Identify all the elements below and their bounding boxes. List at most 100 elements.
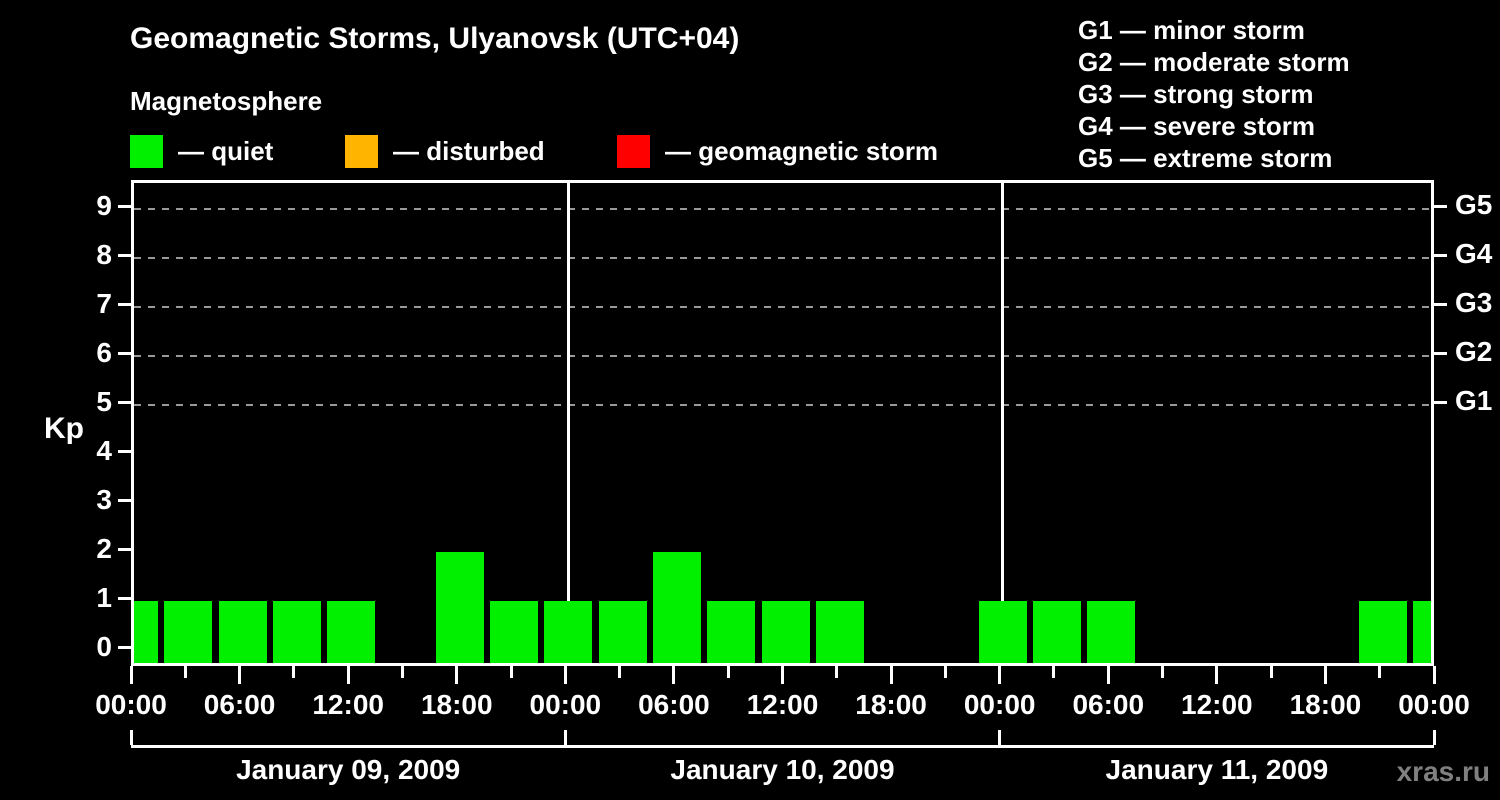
kp-bar (134, 601, 158, 663)
y-tick-label: 5 (96, 386, 112, 417)
day-boundary-line (1001, 183, 1005, 663)
gridline-kp8 (134, 257, 1431, 259)
y-tick-label: 8 (96, 239, 112, 270)
legend-label-disturbed: — disturbed (393, 135, 545, 166)
legend-label-storm: — geomagnetic storm (665, 135, 939, 166)
x-axis-tick-3h (1052, 666, 1056, 678)
legend-item-quiet: — quiet (130, 134, 273, 168)
bracket-tick (129, 730, 133, 745)
date-label: January 09, 2009 (236, 754, 461, 785)
x-axis-tick-6h (781, 666, 784, 684)
x-axis-tick-3h (943, 666, 947, 678)
y-axis-tick (118, 351, 131, 355)
bracket-tick (563, 730, 567, 745)
y-axis-tick (118, 498, 131, 502)
x-tick-label: 06:00 (203, 689, 276, 720)
y-tick-label: 3 (96, 484, 112, 515)
gridline-kp5 (134, 404, 1431, 406)
storm-scale-g1: G1 — minor storm (1078, 15, 1305, 45)
x-axis-tick-6h (455, 666, 459, 684)
x-tick-label: 18:00 (855, 689, 927, 720)
y-tick-label: 0 (96, 631, 112, 662)
kp-bar (978, 601, 1027, 663)
y-tick-label: 2 (96, 533, 112, 564)
x-axis-tick-6h (889, 666, 893, 684)
x-axis-tick-3h (1378, 666, 1382, 678)
kp-bar (435, 552, 484, 663)
x-axis-tick-3h (1161, 666, 1165, 678)
kp-bar (164, 601, 213, 663)
bracket-tick (1432, 730, 1436, 745)
chart-subtitle: Magnetosphere (130, 86, 323, 116)
y-axis-tick (118, 645, 131, 649)
g-axis-tick (1434, 351, 1447, 355)
y-axis-title: Kp (44, 412, 84, 445)
g-tick-label: G5 (1455, 189, 1493, 220)
bracket-tick (998, 730, 1002, 745)
y-tick-label: 6 (96, 337, 112, 368)
g-axis-tick (1434, 253, 1447, 257)
g-tick-label: G1 (1455, 385, 1493, 416)
x-tick-label: 00:00 (963, 689, 1036, 720)
storm-color-swatch (617, 134, 650, 168)
x-axis-tick-6h (1432, 666, 1436, 684)
x-tick-label: 12:00 (312, 689, 384, 720)
y-axis-tick (118, 204, 131, 208)
kp-bar (652, 552, 701, 663)
x-axis-tick-3h (400, 666, 404, 678)
x-axis-tick-3h (292, 666, 296, 678)
legend-label-quiet: — quiet (178, 135, 274, 166)
x-axis-tick-3h (726, 666, 730, 678)
kp-bar (490, 601, 539, 663)
gridline-kp6 (134, 355, 1431, 357)
g-tick-label: G4 (1455, 238, 1493, 269)
kp-bar (1413, 601, 1431, 663)
plot-area (131, 180, 1434, 666)
y-tick-label: 4 (96, 435, 112, 466)
disturbed-color-swatch (345, 134, 378, 168)
chart-title: Geomagnetic Storms, Ulyanovsk (UTC+04) (130, 22, 740, 55)
x-tick-label: 00:00 (529, 689, 602, 720)
legend-item-storm: — geomagnetic storm (617, 134, 938, 168)
kp-bar (544, 601, 593, 663)
kp-bar (707, 601, 756, 663)
x-axis-tick-6h (672, 666, 676, 684)
x-tick-label: 00:00 (1398, 689, 1470, 720)
gridline-kp9 (134, 208, 1431, 210)
watermark-xras: xras.ru (1396, 756, 1490, 787)
date-label: January 10, 2009 (670, 754, 895, 785)
storm-scale-g5: G5 — extreme storm (1078, 143, 1333, 173)
y-axis-tick (118, 400, 131, 404)
kp-bar (761, 601, 810, 663)
x-axis-tick-6h (1323, 666, 1327, 684)
x-tick-label: 18:00 (1289, 689, 1362, 720)
y-axis-tick (118, 302, 131, 306)
x-tick-label: 12:00 (746, 689, 819, 720)
x-axis-tick-6h (1215, 666, 1219, 684)
g-tick-label: G2 (1455, 336, 1493, 367)
y-tick-label: 9 (96, 190, 112, 221)
day-boundary-line (566, 183, 570, 663)
kp-bar (218, 601, 267, 663)
x-axis-tick-3h (835, 666, 839, 678)
storm-scale-g2: G2 — moderate storm (1078, 47, 1350, 77)
y-axis-tick (118, 596, 131, 600)
date-bracket-line (131, 745, 1434, 748)
date-label: January 11, 2009 (1105, 754, 1329, 785)
y-axis-tick (118, 449, 131, 453)
kp-bar (1032, 601, 1081, 663)
kp-bar (815, 601, 864, 663)
x-axis-tick-6h (1106, 666, 1110, 684)
x-axis-tick-3h (183, 666, 187, 678)
y-axis-tick (118, 253, 131, 257)
kp-bar (272, 601, 321, 663)
x-axis-tick-6h (998, 666, 1002, 684)
kp-bar (1087, 601, 1136, 663)
storm-scale-legend: G1 — minor storm G2 — moderate storm G3 … (1078, 14, 1350, 174)
kp-bar (1358, 601, 1407, 663)
y-axis-tick (118, 547, 131, 551)
x-tick-label: 12:00 (1181, 689, 1253, 720)
x-axis-tick-3h (509, 666, 513, 678)
y-tick-label: 1 (96, 582, 112, 613)
